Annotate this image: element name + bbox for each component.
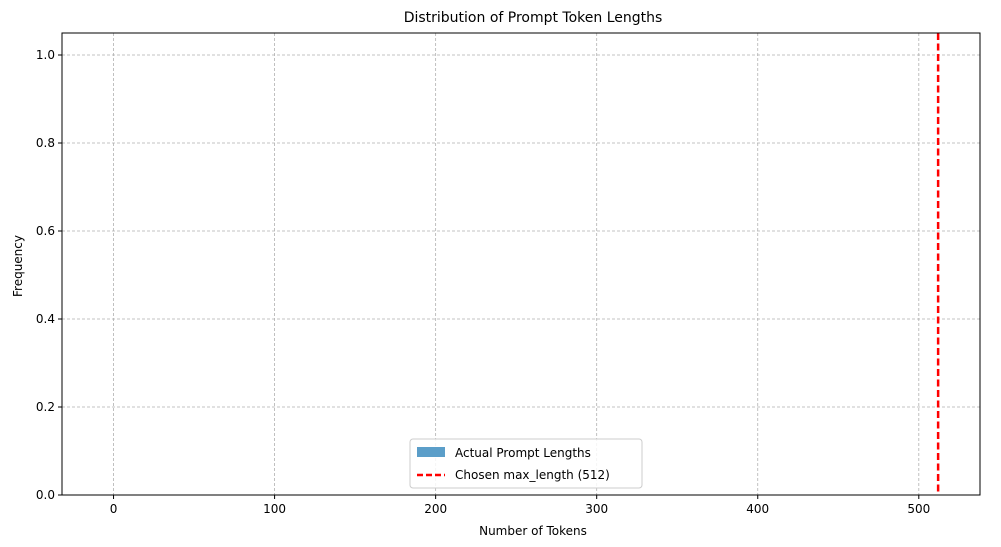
x-ticks: 0 100 200 300 400 500 xyxy=(110,495,930,516)
y-tick-label: 0.4 xyxy=(36,312,55,326)
grid xyxy=(62,33,980,496)
legend: Actual Prompt Lengths Chosen max_length … xyxy=(409,438,643,489)
x-tick-label: 400 xyxy=(746,502,769,516)
chart-title: Distribution of Prompt Token Lengths xyxy=(404,10,663,26)
y-tick-label: 0.6 xyxy=(36,224,55,238)
x-tick-label: 0 xyxy=(110,502,118,516)
legend-box xyxy=(409,438,643,489)
y-ticks: 0.0 0.2 0.4 0.6 0.8 1.0 xyxy=(36,48,62,502)
plot-frame xyxy=(61,32,981,496)
legend-swatch-histogram xyxy=(417,447,445,457)
y-tick-label: 0.0 xyxy=(36,488,55,502)
y-tick-label: 0.2 xyxy=(36,400,55,414)
y-tick-label: 0.8 xyxy=(36,136,55,150)
legend-label-reference: Chosen max_length (512) xyxy=(455,468,610,482)
x-axis-label: Number of Tokens xyxy=(479,524,587,538)
y-tick-label: 1.0 xyxy=(36,48,55,62)
legend-label-histogram: Actual Prompt Lengths xyxy=(455,446,591,460)
x-tick-label: 500 xyxy=(907,502,930,516)
x-tick-label: 300 xyxy=(585,502,608,516)
x-tick-label: 100 xyxy=(263,502,286,516)
y-axis-label: Frequency xyxy=(11,235,25,297)
x-tick-label: 200 xyxy=(424,502,447,516)
